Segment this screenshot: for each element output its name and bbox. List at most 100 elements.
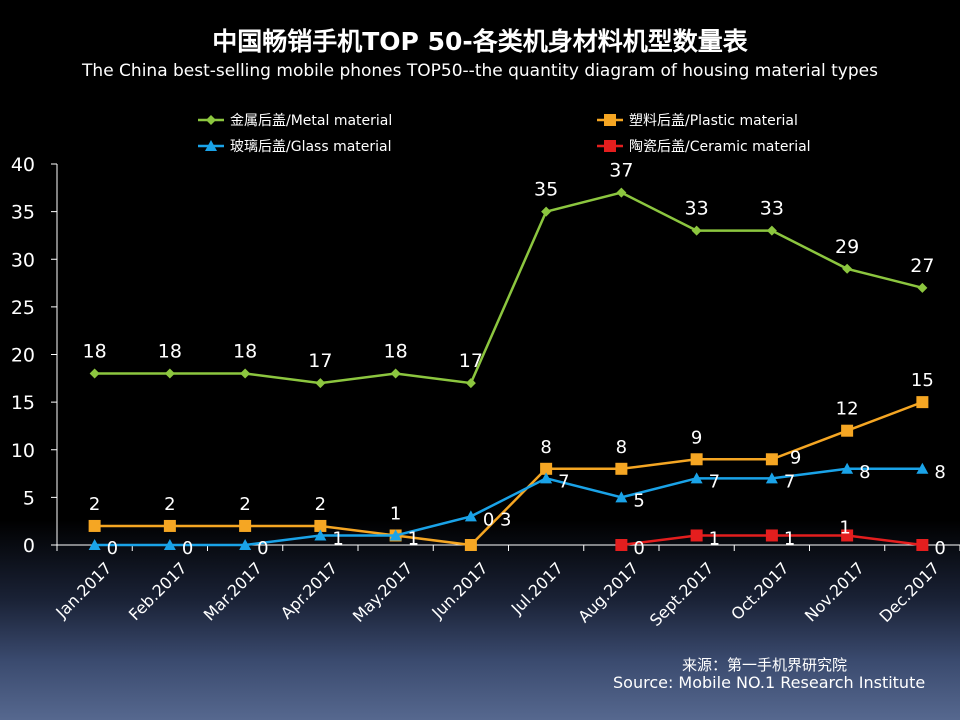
x-tick-label-mar-2017: Mar.2017 — [200, 558, 266, 624]
point-plastic-material-5 — [464, 539, 477, 551]
legend-marker-glass-material — [205, 140, 217, 151]
point-plastic-material-1 — [163, 519, 176, 532]
data-label-metal-material-0: 18 — [83, 341, 107, 363]
data-label-metal-material-7: 37 — [609, 160, 633, 182]
point-metal-material-9 — [766, 225, 777, 236]
x-tick-label-sept-2017: Sept.2017 — [646, 558, 718, 630]
y-tick-label-5: 5 — [23, 487, 35, 509]
data-label-metal-material-10: 29 — [835, 236, 859, 258]
data-label-ceramic-material-9: 1 — [784, 528, 795, 549]
y-tick-label-15: 15 — [11, 392, 35, 414]
point-plastic-material-11 — [916, 396, 929, 409]
data-label-plastic-material-7: 8 — [616, 437, 627, 458]
data-label-plastic-material-11: 15 — [911, 370, 934, 391]
y-tick-label-25: 25 — [11, 297, 35, 319]
data-label-metal-material-1: 18 — [158, 341, 182, 363]
point-plastic-material-9 — [765, 453, 778, 466]
data-label-ceramic-material-10: 1 — [839, 517, 850, 538]
data-label-plastic-material-10: 12 — [836, 399, 859, 420]
point-plastic-material-10 — [841, 424, 854, 437]
data-label-glass-material-6: 7 — [558, 471, 569, 492]
data-label-plastic-material-1: 2 — [164, 494, 175, 515]
point-glass-material-3 — [314, 529, 327, 541]
point-metal-material-3 — [315, 378, 326, 389]
point-glass-material-11 — [916, 462, 929, 474]
data-label-ceramic-material-7: 0 — [633, 538, 644, 559]
point-metal-material-4 — [390, 368, 401, 379]
data-label-plastic-material-4: 1 — [390, 503, 401, 524]
legend-label-plastic-material: 塑料后盖/Plastic material — [629, 113, 798, 129]
point-metal-material-5 — [465, 378, 476, 389]
data-label-glass-material-3: 1 — [332, 528, 343, 549]
data-label-metal-material-6: 35 — [534, 179, 558, 201]
series-line-metal-material — [94, 191, 923, 385]
point-plastic-material-6 — [540, 462, 553, 475]
source-chinese: 来源：第一手机界研究院 — [682, 656, 848, 674]
data-label-metal-material-2: 18 — [233, 341, 257, 363]
point-metal-material-11 — [917, 282, 928, 293]
data-label-glass-material-1: 0 — [182, 538, 193, 559]
point-metal-material-7 — [616, 187, 627, 198]
x-tick-label-aug-2017: Aug.2017 — [574, 558, 642, 626]
point-glass-material-5 — [464, 510, 477, 522]
x-tick-label-nov-2017: Nov.2017 — [801, 558, 868, 625]
data-label-plastic-material-0: 2 — [89, 494, 100, 515]
point-glass-material-7 — [615, 491, 628, 503]
point-metal-material-0 — [89, 368, 100, 379]
point-glass-material-0 — [88, 539, 101, 550]
data-label-glass-material-5: 0 3 — [483, 509, 512, 530]
data-label-ceramic-material-11: 0 — [934, 538, 945, 559]
point-ceramic-material-8 — [690, 529, 703, 542]
data-label-plastic-material-3: 2 — [315, 494, 326, 515]
y-tick-label-10: 10 — [11, 440, 35, 462]
data-label-plastic-material-8: 9 — [691, 427, 702, 448]
data-label-glass-material-9: 7 — [784, 471, 795, 492]
point-glass-material-8 — [690, 472, 703, 484]
point-ceramic-material-9 — [765, 529, 778, 542]
legend-label-ceramic-material: 陶瓷后盖/Ceramic material — [629, 139, 811, 155]
point-plastic-material-3 — [314, 519, 327, 532]
legend-marker-metal-material — [206, 115, 216, 125]
data-label-glass-material-2: 0 — [257, 538, 268, 559]
y-tick-label-20: 20 — [11, 345, 35, 367]
point-plastic-material-7 — [615, 462, 628, 475]
point-metal-material-2 — [240, 368, 251, 379]
point-plastic-material-8 — [690, 453, 703, 466]
x-tick-label-oct-2017: Oct.2017 — [727, 558, 792, 623]
series-line-plastic-material — [94, 400, 923, 547]
x-tick-label-jan-2017: Jan.2017 — [51, 558, 115, 622]
x-tick-label-dec-2017: Dec.2017 — [875, 558, 943, 626]
y-tick-label-35: 35 — [11, 202, 35, 224]
legend-label-metal-material: 金属后盖/Metal material — [230, 113, 392, 129]
source-english: Source: Mobile NO.1 Research Institute — [613, 673, 926, 692]
x-tick-label-apr-2017: Apr.2017 — [277, 558, 341, 622]
point-ceramic-material-10 — [841, 529, 854, 542]
data-label-glass-material-11: 8 — [934, 462, 945, 483]
x-tick-label-feb-2017: Feb.2017 — [125, 558, 191, 624]
series-line-glass-material — [94, 467, 923, 547]
data-label-metal-material-4: 18 — [384, 341, 408, 363]
data-label-plastic-material-6: 8 — [540, 437, 551, 458]
point-metal-material-6 — [541, 206, 552, 217]
data-label-metal-material-5: 17 — [459, 350, 483, 372]
point-metal-material-1 — [164, 368, 175, 379]
data-label-ceramic-material-8: 1 — [709, 528, 720, 549]
data-label-glass-material-10: 8 — [859, 462, 870, 483]
point-glass-material-6 — [540, 472, 553, 484]
data-label-metal-material-11: 27 — [910, 255, 934, 277]
data-label-glass-material-7: 5 — [633, 490, 644, 511]
point-ceramic-material-7 — [615, 539, 628, 551]
point-glass-material-2 — [239, 539, 252, 550]
legend-marker-ceramic-material — [604, 140, 616, 152]
legend-label-glass-material: 玻璃后盖/Glass material — [230, 138, 392, 155]
data-label-metal-material-3: 17 — [308, 350, 332, 372]
point-glass-material-9 — [765, 472, 778, 484]
chart-subtitle: The China best-selling mobile phones TOP… — [82, 61, 878, 81]
point-glass-material-1 — [163, 539, 176, 550]
data-label-plastic-material-2: 2 — [239, 494, 250, 515]
data-label-glass-material-8: 7 — [709, 471, 720, 492]
data-label-glass-material-4: 1 — [408, 528, 419, 549]
